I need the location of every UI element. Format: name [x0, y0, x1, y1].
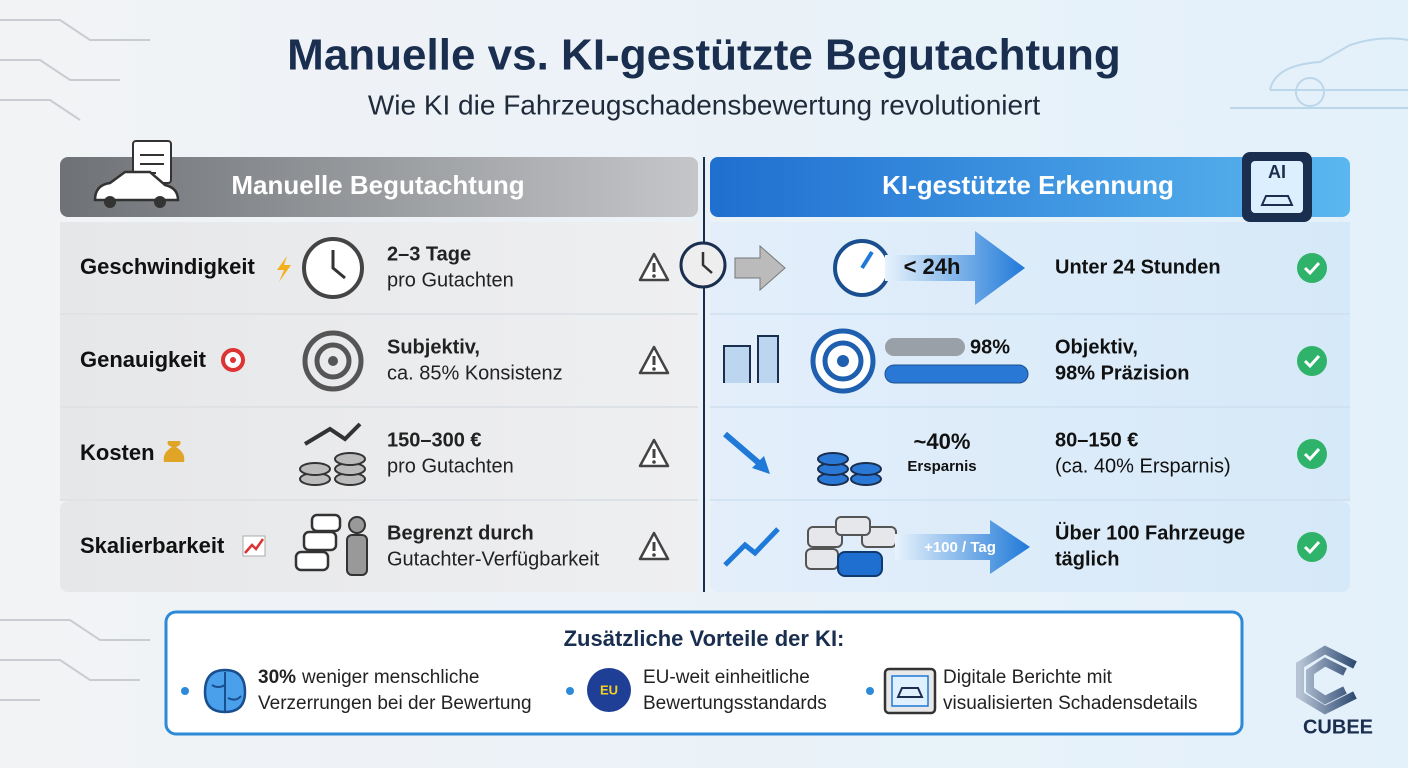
- benefit-icon: [587, 668, 631, 712]
- title: Manuelle vs. KI-gestützte Begutachtung: [287, 31, 1121, 80]
- ai-graphic-text: 98%: [970, 336, 1010, 358]
- label-icons: [163, 256, 291, 557]
- warning-icon: [638, 345, 670, 375]
- car-clipboard-icon: [93, 140, 180, 208]
- warning-icon: [638, 438, 670, 468]
- ai-text: täglich: [1055, 548, 1119, 570]
- manual-row-bg: [60, 501, 698, 592]
- manual-text: Gutachter-Verfügbarkeit: [387, 548, 600, 570]
- row-label: Kosten: [80, 440, 155, 465]
- benefit-icon: [883, 667, 937, 715]
- warning-icon: [638, 531, 670, 561]
- logo-mark: [1296, 645, 1357, 715]
- check-icon: [1297, 253, 1327, 283]
- manual-row-bg: [60, 408, 698, 499]
- ai-graphic-text: < 24h: [904, 254, 961, 279]
- manual-text: ca. 85% Konsistenz: [387, 362, 563, 384]
- benefit-line: weniger menschliche: [301, 667, 479, 688]
- manual-text: pro Gutachten: [387, 269, 514, 291]
- benefits-title: Zusätzliche Vorteile der KI:: [564, 626, 845, 651]
- benefit-icon: [203, 668, 247, 714]
- manual-header: Manuelle Begutachtung: [231, 170, 524, 200]
- ai-text: (ca. 40% Ersparnis): [1055, 455, 1231, 477]
- ai-text: Über 100 Fahrzeuge: [1055, 521, 1245, 544]
- warning-icon: [638, 252, 670, 282]
- logo: CUBEE: [1303, 716, 1373, 738]
- manual-text: Begrenzt durch: [387, 522, 534, 544]
- ai-row-bg: [710, 408, 1350, 499]
- ai-row-bg: [710, 222, 1350, 313]
- benefit-text: Digitale Berichte mit: [943, 667, 1113, 688]
- row-label: Genauigkeit: [80, 347, 207, 372]
- check-icon: [1297, 346, 1327, 376]
- row-icons: [294, 513, 1030, 577]
- benefits-box: [164, 610, 1244, 736]
- ai-graphic-text: ~40%: [914, 429, 971, 454]
- ai-row-bg: [710, 315, 1350, 406]
- ai-text: Unter 24 Stunden: [1055, 256, 1221, 278]
- benefits: 30% weniger menschliche Verzerrungen bei d…: [181, 667, 1198, 715]
- ai-graphic-text: +100 / Tag: [924, 539, 996, 556]
- check-icon: [1297, 532, 1327, 562]
- row-icons: [302, 231, 1025, 305]
- subtitle: Wie KI die Fahrzeugschadensbewertung rev…: [368, 89, 1041, 120]
- manual-text: 150–300 €: [387, 429, 482, 451]
- manual-row-bg: [60, 315, 698, 406]
- benefit-text: Bewertungsstandards: [643, 693, 827, 714]
- bullet: [566, 687, 574, 695]
- benefit-text: Verzerrungen bei der Bewertung: [258, 693, 532, 714]
- bullet: [866, 687, 874, 695]
- ai-graphic-text: Ersparnis: [907, 458, 976, 475]
- ai-row-bg: [710, 501, 1350, 592]
- manual-text: Subjektiv,: [387, 336, 480, 358]
- ai-text: 80–150 €: [1055, 429, 1138, 451]
- manual-header-bg: [60, 157, 698, 217]
- ai-chip-icon: [1242, 152, 1312, 222]
- eu-icon-text: EU: [600, 682, 618, 697]
- bullet: [181, 687, 189, 695]
- rows: Geschwindigkeit 2–3 Tage pro Gutachten Unte…: [60, 222, 1350, 592]
- car-outline: [1230, 37, 1408, 109]
- benefit-highlight: 30%: [258, 667, 296, 688]
- row-label: Geschwindigkeit: [80, 254, 255, 279]
- row-icons: [299, 422, 882, 486]
- circuit-lines: [0, 19, 150, 701]
- manual-text: 2–3 Tage: [387, 243, 471, 265]
- ai-badge: AI: [1268, 162, 1286, 182]
- ai-text: Objektiv,: [1055, 336, 1138, 358]
- row-label: Skalierbarkeit: [80, 533, 225, 558]
- benefit-text: visualisierten Schadensdetails: [943, 693, 1198, 714]
- row-icons: [302, 328, 1029, 394]
- manual-text: pro Gutachten: [387, 455, 514, 477]
- ai-text: 98% Präzision: [1055, 362, 1190, 384]
- benefit-text: 30% weniger menschliche: [258, 667, 479, 688]
- ai-header-bg: [710, 157, 1350, 217]
- benefit-text: EU-weit einheitliche: [643, 667, 810, 688]
- check-icon: [1297, 439, 1327, 469]
- ai-header: KI-gestützte Erkennung: [882, 170, 1174, 200]
- manual-row-bg: [60, 222, 698, 313]
